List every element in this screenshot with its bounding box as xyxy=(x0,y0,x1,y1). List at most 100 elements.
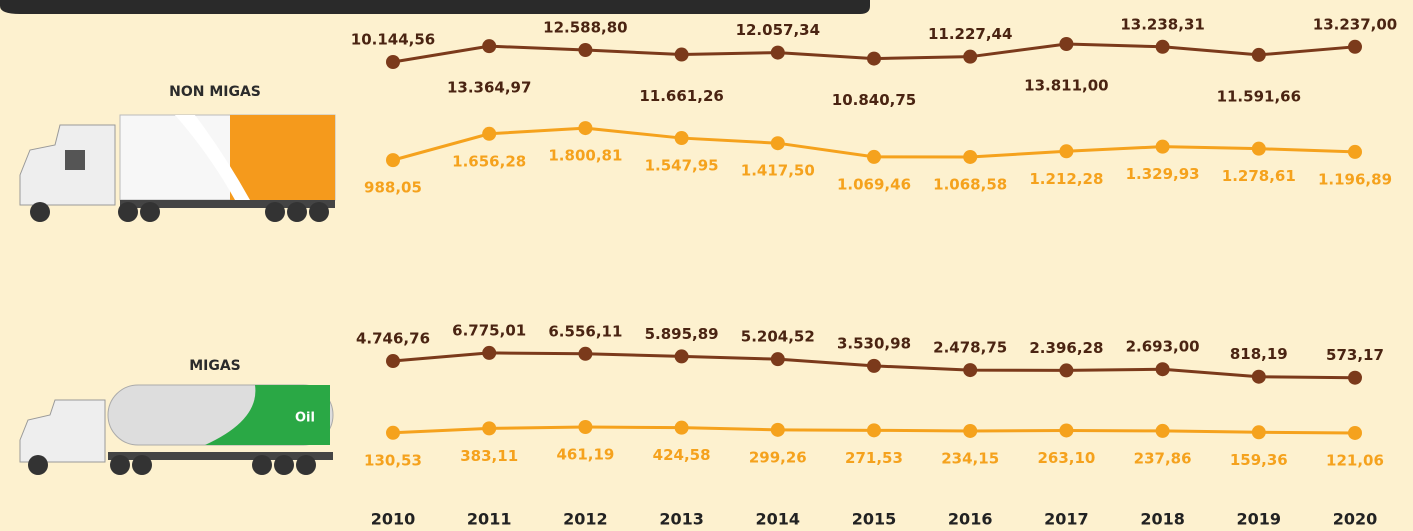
value-label: 383,11 xyxy=(460,447,518,465)
data-point xyxy=(482,39,496,53)
data-point xyxy=(771,46,785,60)
data-point xyxy=(386,153,400,167)
value-label: 1.068,58 xyxy=(933,175,1007,193)
value-label: 11.661,26 xyxy=(639,87,723,105)
value-label: 13.237,00 xyxy=(1313,15,1397,33)
value-label: 12.057,34 xyxy=(736,21,820,39)
x-tick-label: 2017 xyxy=(1044,510,1089,529)
data-point xyxy=(1252,142,1266,156)
data-point xyxy=(1348,40,1362,54)
data-point xyxy=(675,131,689,145)
value-label: 13.238,31 xyxy=(1120,15,1204,33)
data-point xyxy=(771,423,785,437)
value-label: 237,86 xyxy=(1134,449,1192,467)
data-point xyxy=(482,421,496,435)
data-point xyxy=(867,52,881,66)
panel-title: NON MIGAS xyxy=(169,84,261,100)
data-point xyxy=(482,346,496,360)
data-point xyxy=(578,43,592,57)
value-label: 6.775,01 xyxy=(452,321,526,339)
truck-non-migas xyxy=(20,115,335,222)
value-label: 1.656,28 xyxy=(452,152,526,170)
data-point xyxy=(1252,48,1266,62)
value-label: 988,05 xyxy=(364,179,422,197)
value-label: 1.278,61 xyxy=(1222,167,1296,185)
value-label: 1.212,28 xyxy=(1029,170,1103,188)
data-point xyxy=(867,150,881,164)
value-label: 11.591,66 xyxy=(1217,87,1301,105)
data-point xyxy=(963,424,977,438)
value-label: 234,15 xyxy=(941,449,999,467)
data-point xyxy=(1348,371,1362,385)
x-tick-label: 2015 xyxy=(852,510,897,529)
data-point xyxy=(771,352,785,366)
x-tick-label: 2016 xyxy=(948,510,993,529)
panel-title: MIGAS xyxy=(189,358,241,374)
value-label: 1.800,81 xyxy=(548,147,622,165)
value-label: 424,58 xyxy=(653,446,711,464)
value-label: 3.530,98 xyxy=(837,334,911,352)
data-point xyxy=(1059,423,1073,437)
data-point xyxy=(1156,40,1170,54)
value-label: 13.364,97 xyxy=(447,79,531,97)
data-point xyxy=(771,136,785,150)
data-point xyxy=(482,127,496,141)
data-point xyxy=(1156,424,1170,438)
data-point xyxy=(675,421,689,435)
x-tick-label: 2013 xyxy=(659,510,704,529)
data-point xyxy=(578,347,592,361)
data-point xyxy=(1156,362,1170,376)
value-label: 2.693,00 xyxy=(1126,338,1200,356)
value-label: 5.895,89 xyxy=(645,325,719,343)
x-tick-label: 2018 xyxy=(1140,510,1185,529)
value-label: 461,19 xyxy=(556,445,614,463)
value-label: 1.069,46 xyxy=(837,175,911,193)
value-label: 818,19 xyxy=(1230,345,1288,363)
banner xyxy=(0,0,870,14)
value-label: 1.329,93 xyxy=(1126,165,1200,183)
value-label: 5.204,52 xyxy=(741,328,815,346)
value-label: 271,53 xyxy=(845,449,903,467)
value-label: 6.556,11 xyxy=(548,322,622,340)
data-point xyxy=(675,349,689,363)
data-point xyxy=(1059,37,1073,51)
x-tick-label: 2011 xyxy=(467,510,512,529)
value-label: 1.196,89 xyxy=(1318,170,1392,188)
value-label: 1.417,50 xyxy=(741,162,815,180)
data-point xyxy=(1252,370,1266,384)
data-point xyxy=(1059,363,1073,377)
data-point xyxy=(1156,140,1170,154)
value-label: 573,17 xyxy=(1326,346,1384,364)
value-label: 130,53 xyxy=(364,451,422,469)
data-point xyxy=(963,50,977,64)
value-label: 299,26 xyxy=(749,448,807,466)
value-label: 11.227,44 xyxy=(928,25,1012,43)
data-point xyxy=(675,48,689,62)
tank-icon-text: Oil xyxy=(295,411,315,426)
x-tick-label: 2020 xyxy=(1333,510,1378,529)
data-point xyxy=(963,363,977,377)
x-tick-label: 2010 xyxy=(371,510,416,529)
chart: Oil 201020112012201320142015201620172018… xyxy=(0,0,1413,531)
data-point xyxy=(1348,145,1362,159)
data-point xyxy=(1252,425,1266,439)
x-tick-label: 2014 xyxy=(756,510,801,529)
x-tick-label: 2019 xyxy=(1237,510,1282,529)
data-point xyxy=(578,121,592,135)
value-label: 13.811,00 xyxy=(1024,76,1108,94)
value-label: 2.396,28 xyxy=(1029,339,1103,357)
value-label: 2.478,75 xyxy=(933,339,1007,357)
data-point xyxy=(963,150,977,164)
data-point xyxy=(867,423,881,437)
value-label: 263,10 xyxy=(1037,449,1095,467)
value-label: 4.746,76 xyxy=(356,330,430,348)
data-point xyxy=(1059,144,1073,158)
value-label: 121,06 xyxy=(1326,451,1384,469)
value-label: 1.547,95 xyxy=(645,157,719,175)
value-label: 12.588,80 xyxy=(543,18,627,36)
value-label: 10.840,75 xyxy=(832,91,916,109)
truck-migas: Oil xyxy=(20,385,333,475)
data-point xyxy=(578,420,592,434)
value-label: 159,36 xyxy=(1230,451,1288,469)
data-point xyxy=(386,354,400,368)
